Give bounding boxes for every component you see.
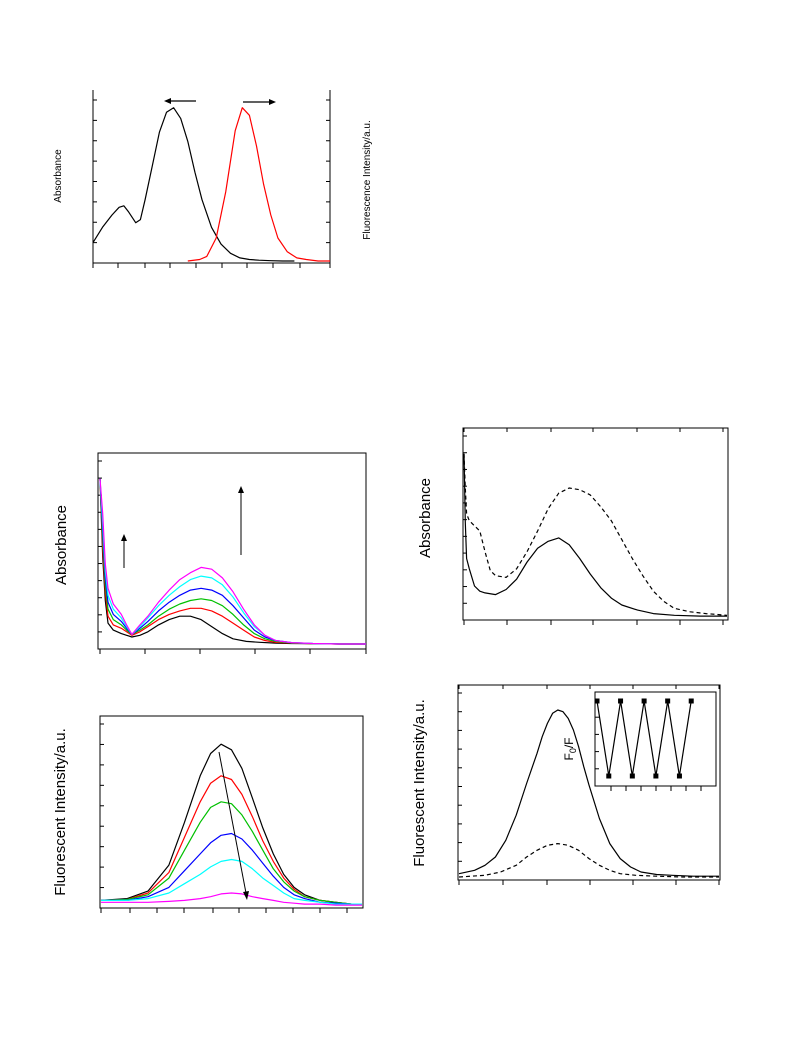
data-point-marker [606, 773, 612, 779]
series-line-red [99, 478, 366, 645]
left-arrow-head [164, 98, 171, 104]
plot-frame [99, 715, 364, 909]
down-arrow [218, 751, 247, 894]
axis-ticks [98, 460, 367, 654]
series-line-solid [463, 453, 727, 617]
axis-ticks [458, 685, 720, 885]
down-arrow-head [243, 891, 249, 900]
data-point-marker [665, 698, 671, 704]
series-line-green [99, 478, 366, 645]
series-line-cyan [99, 478, 366, 645]
y-axis-label: Absorbance [417, 478, 434, 558]
data-point-marker [629, 773, 635, 779]
series-group [463, 453, 728, 617]
series-line-green [100, 801, 362, 905]
series-group [594, 698, 694, 779]
data-point-marker [676, 773, 682, 779]
y-axis-label: Absorbance [53, 505, 70, 585]
series-line-solid [458, 709, 719, 877]
series-line-cyan [101, 858, 362, 905]
series-group [458, 709, 719, 878]
chart-panel-absorbance-titration: Absorbance [53, 452, 367, 654]
series-line-black [99, 478, 366, 645]
chart-panel-inset-cycling: F0/F [562, 691, 717, 791]
plot-frame [97, 452, 367, 650]
series-line-magenta [99, 478, 366, 645]
chart-panel-absorbance-comparison: Absorbance [417, 427, 729, 625]
axis-ticks [100, 723, 348, 913]
y-axis-label: Fluorescent Intensity/a.u. [52, 728, 69, 896]
series-line-dashed [458, 843, 719, 878]
chart-panel-spectral-overlap: Absorbance Fluorescence Intensity/a.u. [53, 90, 373, 268]
series-line-dashed [463, 453, 728, 616]
right-arrow-head [269, 99, 276, 105]
inset-y-label-sub: 0 [568, 748, 578, 753]
data-point-marker [688, 698, 694, 704]
series-line-black [100, 743, 362, 905]
inset-y-label-main: F [562, 753, 576, 760]
plot-frame [457, 684, 721, 881]
axis-ticks [92, 99, 331, 268]
series-line-red [187, 107, 330, 262]
plot-frame [462, 427, 729, 621]
series-line-black [92, 107, 295, 262]
chart-panel-fluorescence-titration: Fluorescent Intensity/a.u. [52, 715, 364, 913]
data-point-marker [594, 698, 600, 704]
y-axis-label: Fluorescent Intensity/a.u. [411, 699, 428, 867]
up-arrow-left-head [121, 534, 127, 541]
series-line-red [100, 775, 362, 905]
data-point-marker [653, 773, 659, 779]
y-axis-label-fluorescence: Fluorescence Intensity/a.u. [362, 120, 373, 240]
y-axis-label-absorbance: Absorbance [53, 149, 64, 203]
data-point-marker [641, 698, 647, 704]
up-arrow-main-head [238, 486, 244, 493]
chart-panel-fluorescence-comparison: Fluorescent Intensity/a.u. [411, 684, 721, 885]
inset-y-label-tail: /F [562, 737, 576, 748]
axis-ticks [463, 428, 724, 625]
series-line-blue [99, 478, 366, 645]
data-point-marker [618, 698, 624, 704]
inset-y-axis-label: F0/F [562, 737, 578, 760]
series-group [100, 743, 362, 906]
series-group [99, 478, 366, 645]
series-group [92, 107, 330, 262]
